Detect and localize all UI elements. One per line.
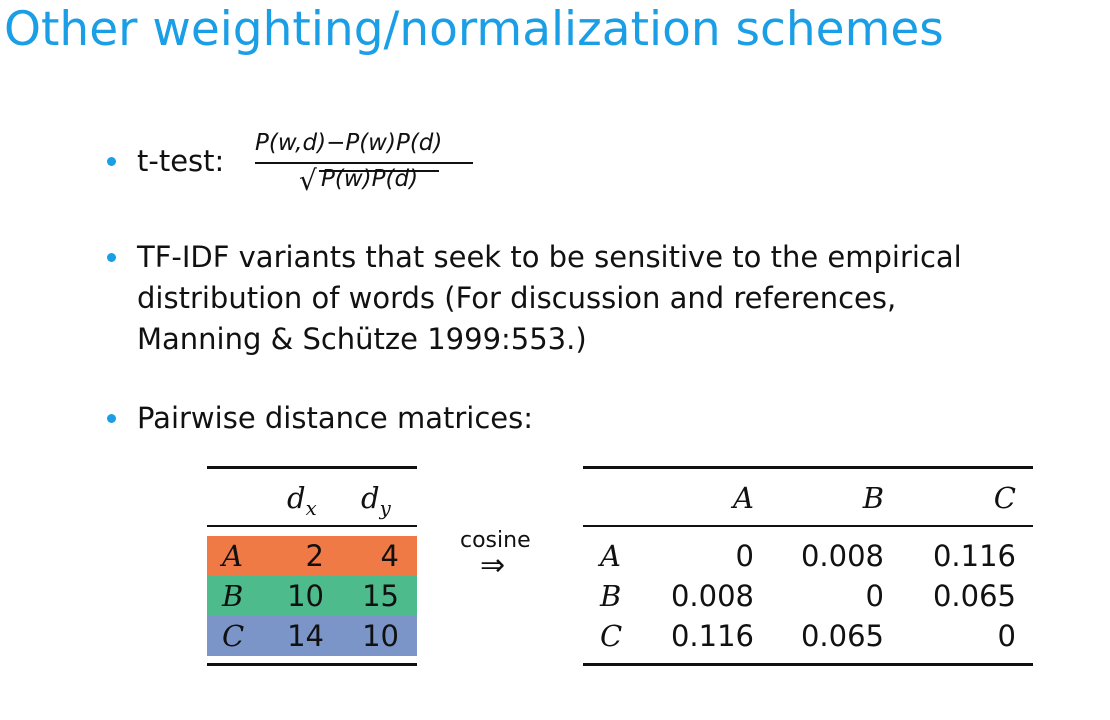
right-cell-A-A: 0	[735, 539, 754, 573]
left-cell-A-dx: 2	[305, 539, 324, 573]
tfidf-line-2: distribution of words (For discussion an…	[137, 281, 897, 315]
left-cell-B-dx: 10	[287, 579, 324, 613]
bullet-dot	[107, 253, 116, 262]
left-cell-C-dy: 10	[362, 619, 399, 653]
right-cell-B-C: 0.065	[932, 579, 1016, 613]
left-col-header-dx: dx	[287, 481, 317, 520]
sqrt-icon: √	[299, 164, 317, 197]
right-col-header-A: A	[733, 481, 754, 515]
right-cell-B-A: 0.008	[670, 579, 754, 613]
left-table-top-rule	[207, 466, 417, 469]
left-col-header-dy: dy	[361, 481, 391, 520]
fraction-line	[255, 162, 473, 164]
tfidf-line-1: TF-IDF variants that seek to be sensitiv…	[137, 240, 962, 274]
left-cell-C-dx: 14	[287, 619, 324, 653]
left-cell-B-dy: 15	[362, 579, 399, 613]
right-cell-B-B: 0	[865, 579, 884, 613]
right-table-mid-rule	[583, 525, 1033, 527]
sqrt-bar	[319, 170, 439, 172]
left-cell-A-dy: 4	[380, 539, 399, 573]
left-row-label-A: A	[222, 539, 243, 573]
left-row-label-B: B	[222, 579, 244, 613]
right-row-label-C: C	[600, 619, 623, 653]
bullet-dot	[107, 414, 116, 423]
row-band-A	[207, 536, 417, 576]
right-col-header-C: C	[993, 481, 1016, 515]
left-row-label-C: C	[222, 619, 245, 653]
right-row-label-A: A	[600, 539, 621, 573]
right-cell-C-C: 0	[997, 619, 1016, 653]
slide-title: Other weighting/normalization schemes	[4, 2, 944, 57]
right-row-label-B: B	[600, 579, 622, 613]
left-table-mid-rule	[207, 525, 417, 527]
right-cell-C-A: 0.116	[670, 619, 754, 653]
right-table-top-rule	[583, 466, 1033, 469]
row-band-C	[207, 616, 417, 656]
left-table-bottom-rule	[207, 663, 417, 666]
tfidf-line-3: Manning & Schütze 1999:553.)	[137, 322, 587, 356]
right-table-bottom-rule	[583, 663, 1033, 666]
right-col-header-B: B	[862, 481, 884, 515]
ttest-label: t-test:	[137, 144, 225, 178]
right-cell-A-B: 0.008	[800, 539, 884, 573]
pairwise-text: Pairwise distance matrices:	[137, 401, 534, 435]
cosine-label: cosine	[460, 528, 531, 553]
formula-denominator: P(w)P(d)	[321, 166, 419, 192]
right-cell-A-C: 0.116	[932, 539, 1016, 573]
bullet-dot	[107, 157, 116, 166]
right-cell-C-B: 0.065	[800, 619, 884, 653]
implies-arrow-icon: ⇒	[480, 548, 506, 583]
row-band-B	[207, 576, 417, 616]
formula-numerator: P(w,d)−P(w)P(d)	[255, 130, 443, 156]
